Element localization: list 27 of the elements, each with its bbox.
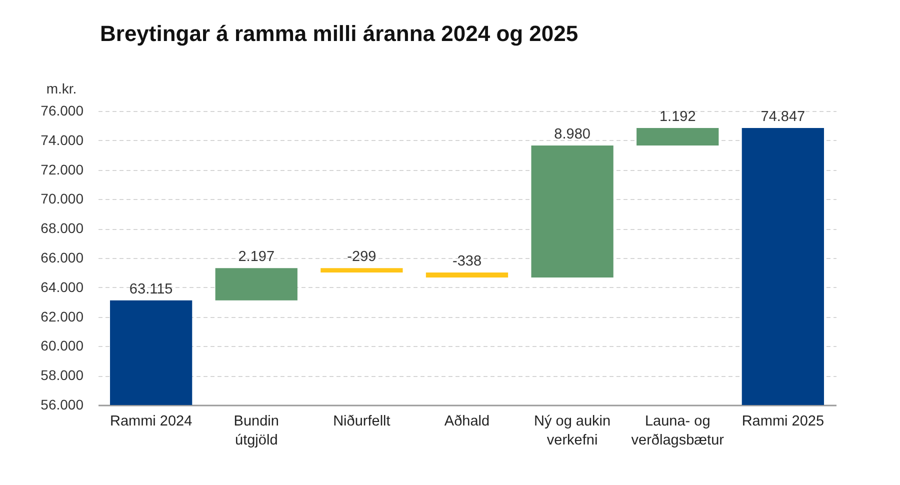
data-label: -338	[452, 254, 482, 270]
data-label: -299	[347, 249, 376, 266]
x-tick-label: Ný og aukin verkefni	[534, 414, 611, 448]
chart-title: Breytingar á ramma milli áranna 2024 og 2025	[100, 21, 578, 46]
y-tick-label: 68.000	[40, 220, 84, 236]
x-tick-label: Rammi 2025	[742, 414, 824, 430]
data-label: 63.115	[129, 281, 173, 298]
y-tick-label: 74.000	[40, 132, 84, 148]
y-tick-label: 70.000	[40, 190, 84, 207]
x-tick-label: Launa- og verðlagsbætur	[631, 414, 724, 448]
data-label: 74.847	[760, 108, 806, 125]
data-label: 1.192	[659, 108, 696, 125]
y-tick-label: 66.000	[40, 250, 84, 266]
y-axis-title: m.kr.	[46, 80, 77, 96]
x-tick-label: Niðurfellt	[333, 414, 390, 430]
y-tick-label: 76.000	[40, 102, 84, 118]
y-tick-label: 60.000	[40, 338, 84, 354]
y-tick-label: 62.000	[40, 308, 84, 324]
x-tick-label: Rammi 2024	[110, 414, 192, 430]
x-tick-label: Bundin útgjöld	[234, 414, 279, 448]
y-tick-label: 72.000	[40, 161, 84, 178]
data-label: 8.980	[554, 126, 590, 142]
x-tick-label: Aðhald	[444, 414, 490, 430]
y-tick-label: 64.000	[40, 278, 84, 295]
y-tick-label: 58.000	[40, 367, 84, 384]
y-tick-label: 56.000	[40, 396, 84, 412]
data-label: 2.197	[238, 249, 275, 266]
